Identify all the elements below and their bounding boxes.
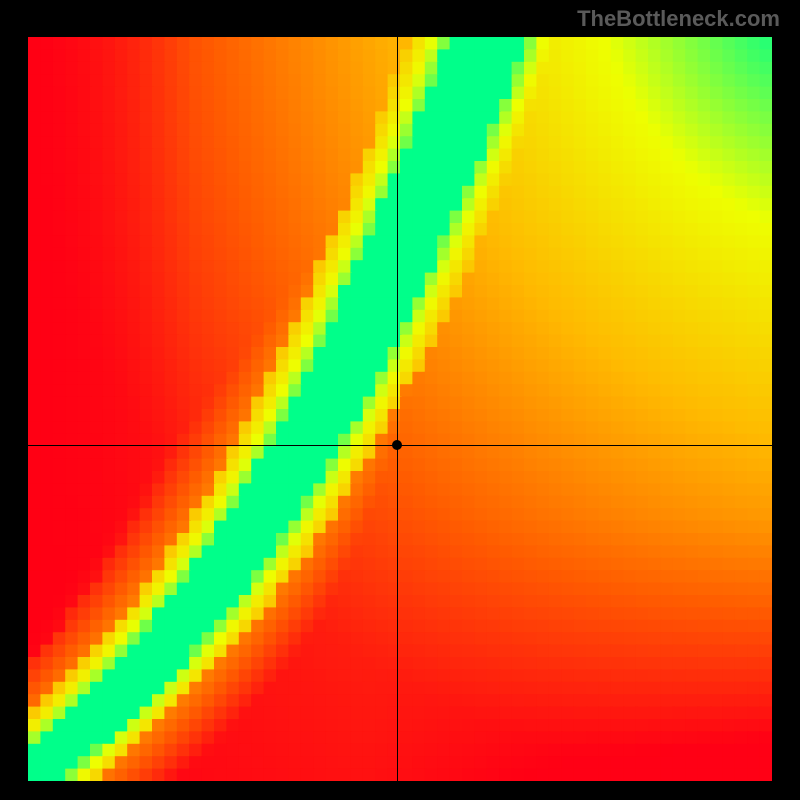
watermark-text: TheBottleneck.com — [577, 6, 780, 32]
heatmap-plot-area — [28, 37, 772, 781]
crosshair-marker — [392, 440, 402, 450]
chart-container: TheBottleneck.com — [0, 0, 800, 800]
heatmap-canvas — [28, 37, 772, 781]
crosshair-vertical — [397, 37, 398, 781]
